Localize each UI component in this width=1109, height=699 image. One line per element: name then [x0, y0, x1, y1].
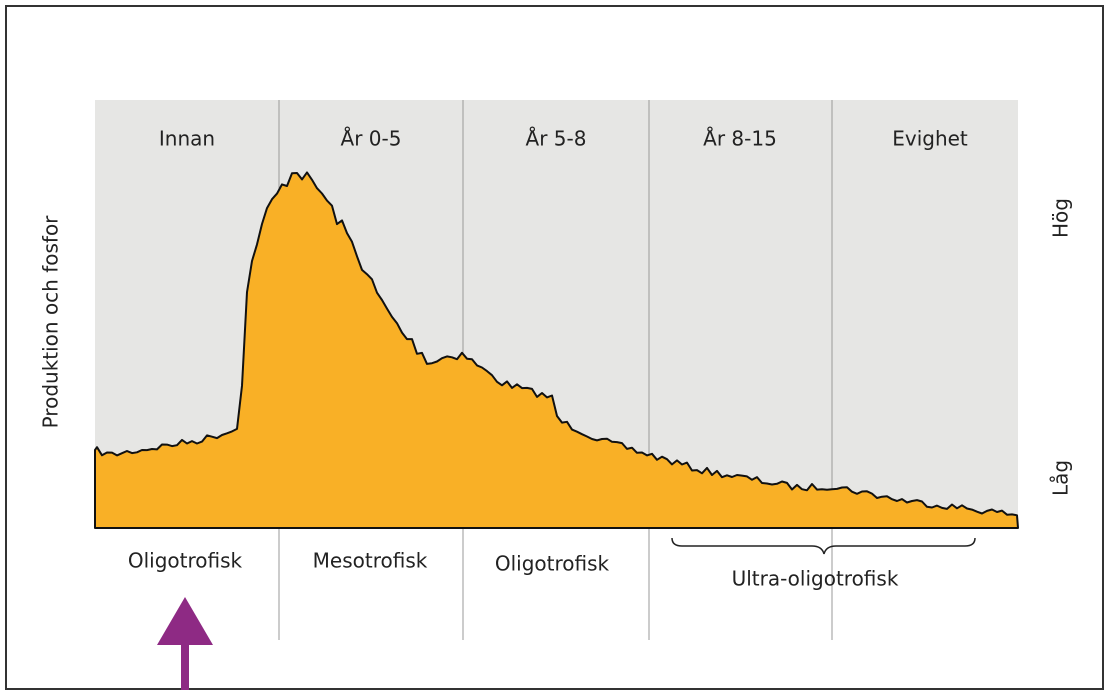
state-label: Oligotrofisk	[495, 552, 610, 576]
state-label: Oligotrofisk	[128, 549, 243, 573]
high-label: Hög	[1049, 198, 1073, 238]
period-label: Innan	[159, 127, 215, 151]
production-area	[94, 171, 1019, 529]
period-label: Evighet	[892, 127, 968, 151]
brace	[671, 537, 976, 555]
y-axis-label: Produktion och fosfor	[39, 215, 63, 429]
period-label: År 5-8	[526, 127, 587, 151]
state-label: Mesotrofisk	[313, 549, 428, 573]
state-label: Ultra-oligotrofisk	[732, 567, 899, 591]
arrow-head	[157, 597, 213, 645]
arrow-stem	[181, 644, 189, 690]
low-label: Låg	[1049, 460, 1073, 496]
period-label: År 0-5	[341, 127, 402, 151]
period-label: År 8-15	[703, 127, 777, 151]
